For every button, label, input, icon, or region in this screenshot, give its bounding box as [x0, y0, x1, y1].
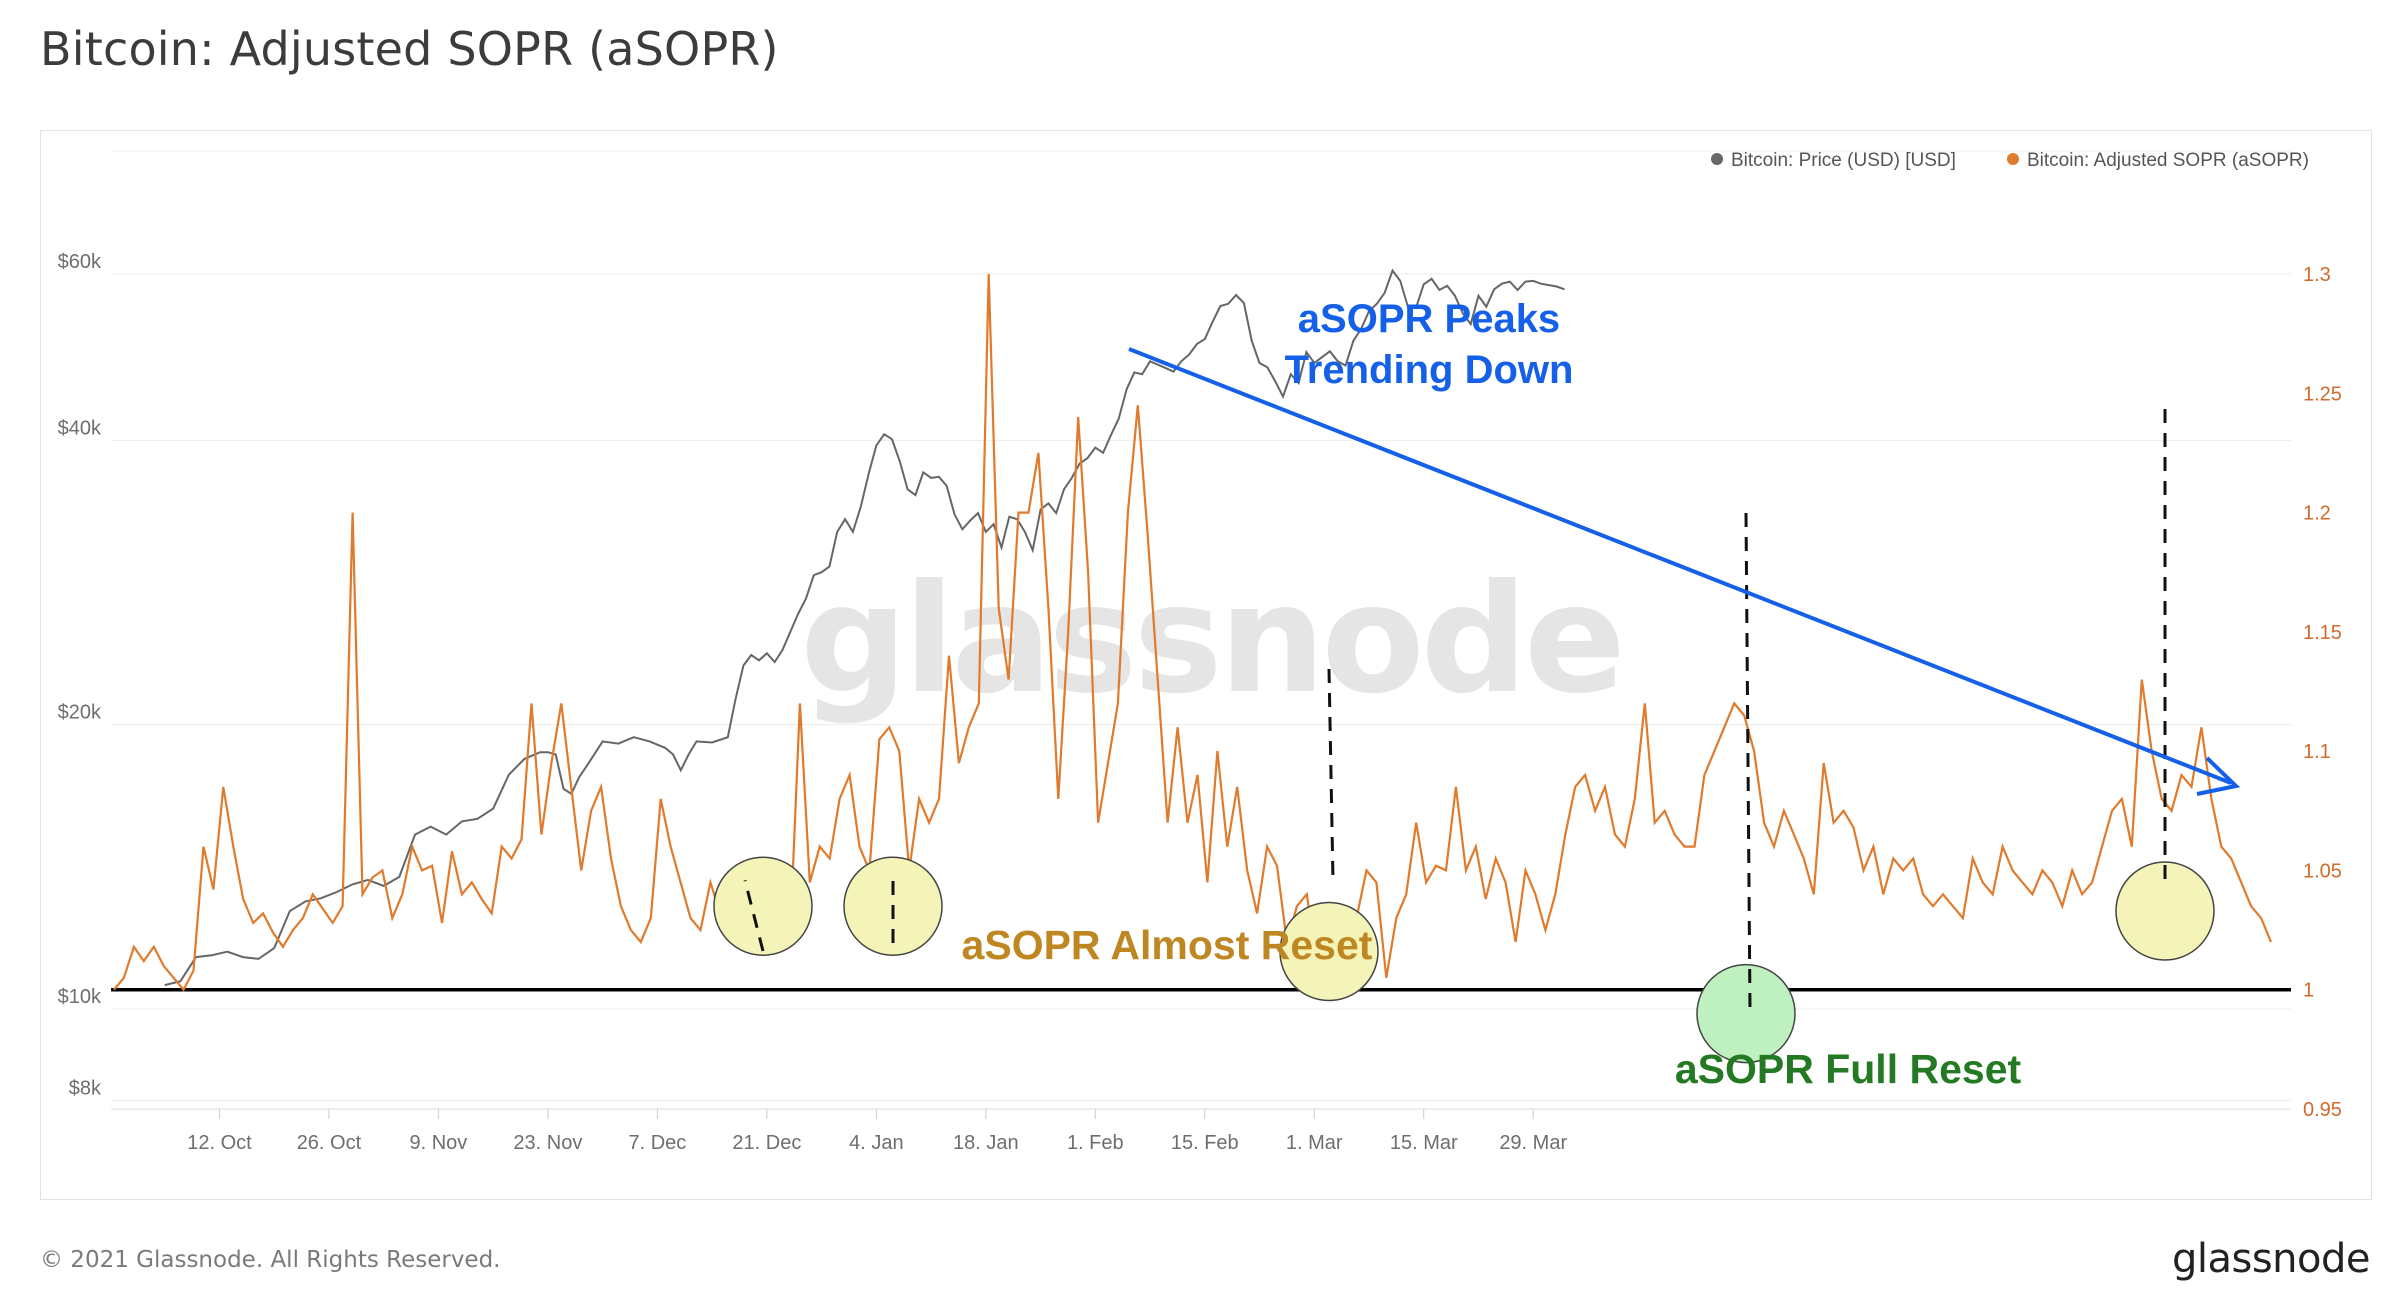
x-tick-label: 15. Mar — [1390, 1132, 1458, 1154]
trend-label-line-1: aSOPR Peaks — [1298, 297, 1560, 341]
x-tick-label: 23. Nov — [513, 1132, 582, 1154]
x-tick-label: 12. Oct — [187, 1132, 252, 1154]
x-tick-label: 1. Feb — [1067, 1132, 1124, 1154]
right-tick-label: 1.3 — [2303, 264, 2331, 286]
series-layer — [111, 268, 2291, 992]
x-tick-label: 15. Feb — [1171, 1132, 1239, 1154]
reset-marker-dashed-line — [1327, 668, 1335, 881]
full-reset-label: aSOPR Full Reset — [1675, 1046, 2022, 1092]
right-tick-label: 0.95 — [2303, 1099, 2342, 1121]
x-tick-label: 21. Dec — [732, 1132, 801, 1154]
chart-panel: $8k $10k $20k $40k $60k 0.95 1 1.05 1.1 1.15 1.2 1… — [40, 130, 2372, 1200]
x-tick-label: 4. Jan — [849, 1132, 903, 1154]
right-axis: 0.95 1 1.05 1.1 1.15 1.2 1.25 1.3 — [2303, 264, 2342, 1121]
grid — [111, 150, 2291, 1102]
right-tick-label: 1.1 — [2303, 741, 2331, 763]
x-tick-label: 1. Mar — [1286, 1132, 1343, 1154]
page-title: Bitcoin: Adjusted SOPR (aSOPR) — [40, 22, 779, 76]
asopr-chart: $8k $10k $20k $40k $60k 0.95 1 1.05 1.1 1.15 1.2 1… — [58, 150, 2342, 1154]
almost-reset-circle — [1279, 901, 1379, 1002]
x-tick-label: 7. Dec — [628, 1132, 686, 1154]
watermark-text: glassnode — [800, 553, 1622, 727]
asopr-line — [113, 273, 2273, 992]
legend-asopr-label[interactable]: Bitcoin: Adjusted SOPR (aSOPR) — [2027, 150, 2309, 171]
x-tick-label: 18. Jan — [953, 1132, 1019, 1154]
almost-reset-label: aSOPR Almost Reset — [962, 922, 1373, 968]
almost-reset-circle — [713, 856, 813, 956]
left-tick-label: $8k — [69, 1078, 102, 1100]
copyright-text: © 2021 Glassnode. All Rights Reserved. — [40, 1247, 501, 1273]
x-axis: 12. Oct 26. Oct 9. Nov 23. Nov 7. Dec 21. Dec… — [111, 1108, 2291, 1154]
reset-marker-dashed-line — [1744, 512, 1752, 1012]
left-axis: $8k $10k $20k $40k $60k — [58, 251, 102, 1100]
legend-price-dot — [1711, 153, 1723, 165]
trend-line — [1128, 347, 2232, 785]
left-tick-label: $20k — [58, 702, 102, 724]
annotation-layer: aSOPR Peaks Trending Down aSOPR Almost Res… — [713, 297, 2241, 1092]
trend-arrow-head — [2196, 756, 2241, 796]
left-tick-label: $40k — [58, 417, 102, 439]
legend-asopr-dot — [2007, 153, 2019, 165]
legend[interactable]: Bitcoin: Price (USD) [USD] Bitcoin: Adju… — [1711, 150, 2309, 171]
x-tick-label: 26. Oct — [297, 1132, 362, 1154]
right-tick-label: 1.05 — [2303, 860, 2342, 882]
right-tick-label: 1.25 — [2303, 383, 2342, 405]
full-reset-circle — [1696, 963, 1796, 1064]
x-tick-label: 9. Nov — [410, 1132, 468, 1154]
left-tick-label: $60k — [58, 251, 102, 273]
right-tick-label: 1 — [2303, 980, 2314, 1002]
left-tick-label: $10k — [58, 986, 102, 1008]
price-line — [164, 268, 1565, 987]
right-tick-label: 1.15 — [2303, 622, 2342, 644]
reset-marker-dashed-line — [743, 880, 765, 952]
x-tick-label: 29. Mar — [1499, 1132, 1567, 1154]
right-tick-label: 1.2 — [2303, 503, 2331, 525]
trend-label-line-2: Trending Down — [1285, 348, 1574, 392]
almost-reset-circle — [2115, 861, 2215, 961]
glassnode-logo[interactable]: glassnode — [2171, 1236, 2371, 1282]
legend-price-label[interactable]: Bitcoin: Price (USD) [USD] — [1731, 150, 1956, 171]
